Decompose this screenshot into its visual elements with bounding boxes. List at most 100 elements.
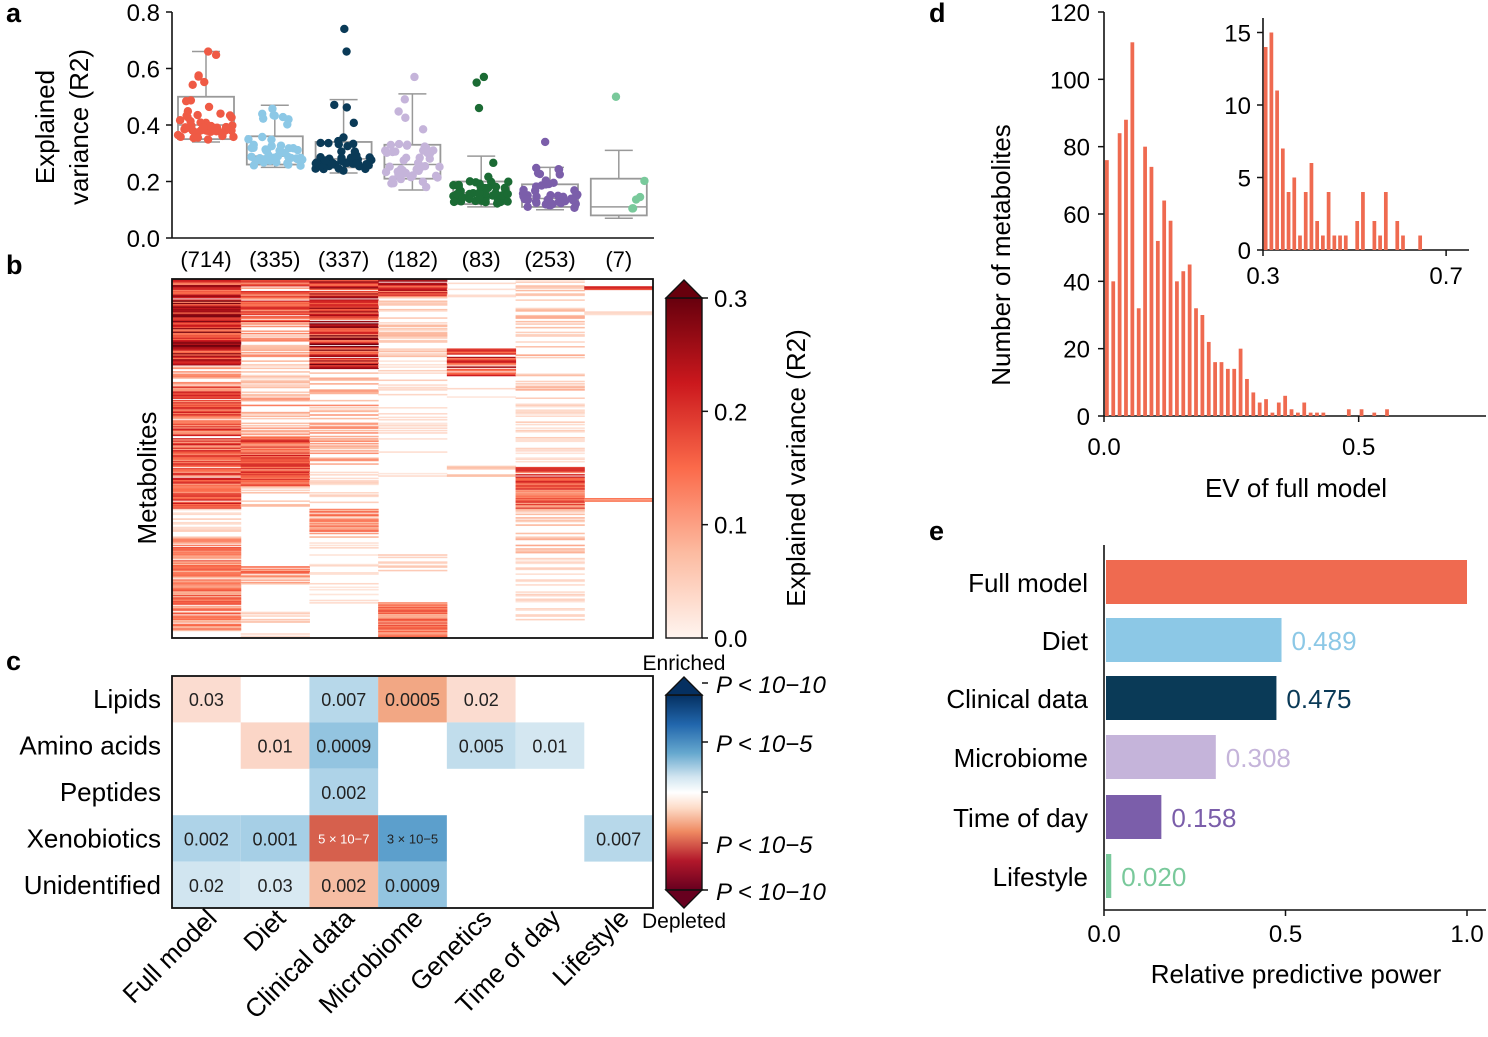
panel-b-stripe [515, 517, 585, 519]
panel-b-stripe [378, 340, 448, 342]
panel-e-xtick-label: 0.5 [1269, 921, 1302, 948]
panel-b-stripe [309, 573, 379, 575]
panel-b-stripe [172, 541, 242, 543]
panel-a-point [316, 138, 325, 148]
panel-b-stripe [446, 359, 517, 361]
panel-d-ytick-label: 100 [1050, 67, 1090, 94]
panel-b-stripe [515, 410, 585, 413]
panel-b-stripe [172, 407, 242, 409]
panel-d-bar [1162, 200, 1167, 416]
panel-b-stripe [515, 438, 585, 440]
panel-c-cell [515, 722, 585, 769]
panel-b-stripe [172, 544, 242, 547]
panel-b-stripe [515, 289, 585, 292]
panel-b-stripe [172, 566, 242, 568]
panel-a-point [181, 96, 191, 106]
panel-b-stripe [172, 386, 242, 389]
panel-b-stripe [309, 547, 379, 549]
panel-b-stripe [446, 357, 517, 360]
panel-a-point [330, 100, 339, 110]
panel-b-stripe [446, 474, 517, 476]
panel-b-stripe [515, 421, 585, 423]
panel-b-stripe [172, 629, 242, 632]
panel-b-colorbar-tick-label: 0.3 [714, 286, 747, 313]
panel-c-cell-label: 0.007 [321, 690, 366, 710]
panel-b-stripe [584, 288, 653, 291]
panel-b-stripe [172, 326, 242, 329]
panel-b-stripe [172, 288, 242, 291]
panel-b-stripe [172, 530, 242, 532]
panel-a-point [386, 140, 396, 150]
panel-b-stripe [378, 288, 448, 291]
panel-b-stripe [172, 422, 242, 425]
panel-b-stripe [515, 429, 585, 432]
panel-b-stripe [378, 629, 448, 632]
panel-d-bar [1124, 119, 1128, 416]
panel-d-bar [1321, 412, 1326, 416]
panel-b-stripe [309, 287, 379, 289]
panel-b-stripe [309, 525, 379, 528]
panel-b-stripe [240, 615, 310, 617]
panel-b-stripe [172, 561, 242, 563]
panel-b-stripe [378, 389, 448, 391]
panel-b-stripe [172, 434, 242, 437]
panel-b-stripe [309, 365, 379, 367]
panel-a-point [523, 202, 532, 212]
panel-b-stripe [240, 429, 310, 432]
panel-b-stripe [515, 594, 585, 597]
panel-b-stripe [240, 377, 310, 379]
panel-b-stripe [515, 307, 585, 310]
panel-b-stripe [172, 512, 242, 514]
panel-a-point [407, 172, 416, 181]
panel-a-point [269, 111, 278, 120]
panel-d-bar [1289, 409, 1294, 416]
panel-b-stripe [446, 282, 517, 285]
panel-b-stripe [172, 598, 242, 601]
panel-b-stripe [172, 373, 242, 376]
panel-b-stripe [309, 442, 379, 445]
panel-b-stripe [309, 426, 379, 428]
panel-b-stripe [446, 373, 517, 376]
panel-b-stripe [172, 621, 242, 623]
panel-b-stripe [240, 457, 310, 459]
panel-a-point [425, 154, 434, 163]
panel-b-stripe [515, 287, 585, 289]
panel-c-cell [172, 815, 241, 862]
panel-b-stripe [172, 392, 242, 395]
panel-b-stripe [378, 617, 448, 620]
panel-a-point [491, 188, 500, 198]
panel-d-inset-bar [1338, 235, 1342, 250]
panel-d-inset-bar [1378, 235, 1382, 250]
panel-b-stripe [515, 331, 585, 334]
panel-b-stripe [240, 480, 310, 482]
panel-b-stripe [309, 521, 379, 524]
panel-a-point [420, 162, 430, 171]
panel-b-stripe [309, 494, 379, 496]
panel-b-stripe [172, 555, 242, 557]
panel-b-stripe [172, 451, 242, 453]
panel-letter-a: a [6, 0, 22, 28]
panel-b-stripe [240, 566, 310, 568]
panel-b-stripe [309, 445, 379, 447]
panel-a-count-label: (714) [180, 247, 231, 272]
panel-b-stripe [172, 428, 242, 431]
panel-b-stripe [240, 486, 310, 488]
panel-a-point [523, 195, 533, 205]
panel-a-point [289, 144, 298, 153]
panel-b-stripe [309, 513, 379, 516]
panel-b-stripe [378, 300, 448, 303]
panel-b-stripe [172, 377, 242, 379]
panel-b-stripe [172, 463, 242, 465]
panel-b-stripe [515, 317, 585, 319]
panel-c-cell-label: 0.0005 [385, 690, 440, 710]
panel-b-stripe [240, 611, 310, 614]
panel-b-stripe [515, 593, 585, 596]
panel-b-stripe [240, 441, 310, 444]
panel-b-stripe [515, 549, 585, 552]
panel-b-stripe [515, 356, 585, 359]
panel-d-inset-xtick-label: 0.3 [1246, 263, 1279, 290]
panel-b-stripe [515, 599, 585, 602]
panel-b-stripe [378, 280, 448, 282]
panel-c-cell-label: 0.002 [321, 783, 366, 803]
panel-b-stripe [240, 458, 310, 461]
